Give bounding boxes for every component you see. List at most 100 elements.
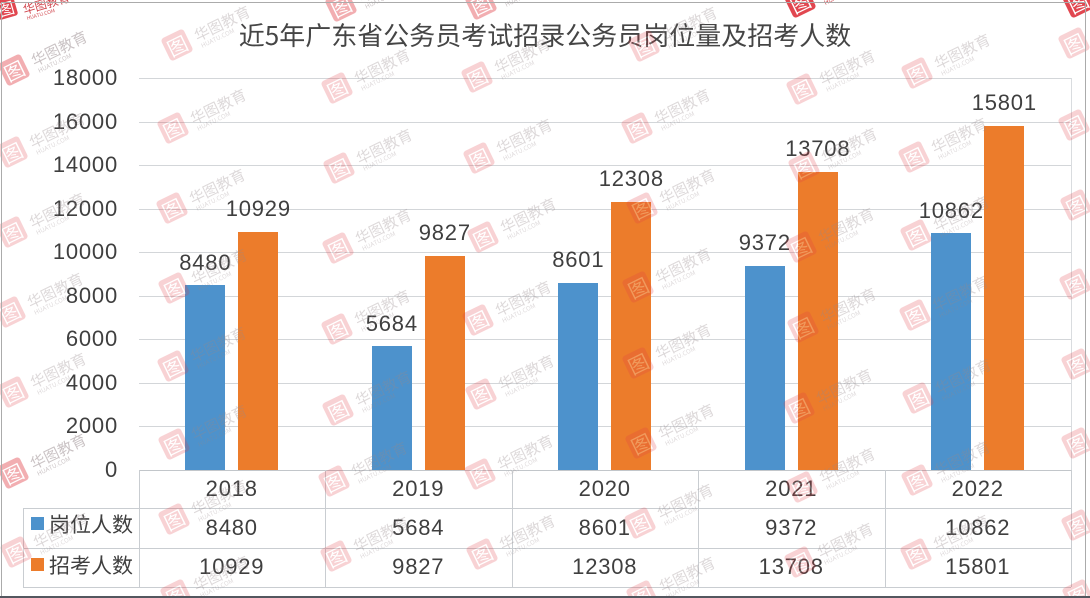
watermark-stamp [626, 167, 717, 224]
watermark-stamp [1061, 348, 1090, 380]
watermark-stamp [466, 513, 557, 570]
watermark-stamp [463, 117, 554, 174]
bar-value-label: 13708 [785, 135, 851, 161]
y-axis-tick-label: 6000 [65, 326, 118, 352]
bar-岗位人数-2019 [371, 346, 412, 470]
table-col-line [138, 470, 140, 587]
table-year-cell: 2019 [392, 475, 445, 501]
table-bottom-line [23, 586, 1071, 588]
plot-right-border [1071, 78, 1072, 470]
y-axis-tick-label: 2000 [65, 413, 118, 439]
bar-value-label: 10929 [225, 196, 291, 222]
y-axis-tick-label: 18000 [52, 65, 118, 90]
y-axis-tick-label: 14000 [52, 152, 118, 178]
watermark-stamp [1059, 268, 1090, 300]
watermark-stamp [464, 433, 555, 490]
bar-value-label: 9372 [738, 230, 791, 256]
watermark-stamp [325, 0, 385, 22]
watermark-stamp [462, 279, 553, 336]
bar-招考人数-2022 [984, 125, 1025, 470]
watermark-stamp [628, 5, 719, 62]
watermark-stamp [622, 322, 713, 379]
bar-招考人数-2020 [611, 202, 652, 470]
watermark-stamp [899, 274, 990, 331]
legend-swatch-recruits [31, 558, 44, 571]
watermark-stamp [1058, 22, 1090, 59]
table-value-cell: 13708 [698, 547, 885, 587]
table-row-line [23, 547, 1071, 549]
gridline [138, 208, 1071, 210]
table-col-line [698, 470, 699, 587]
table-col-line [884, 470, 886, 587]
table-col-line [325, 470, 326, 587]
gridline [138, 165, 1071, 167]
watermark-stamp [322, 207, 413, 264]
watermark-stamp [787, 286, 878, 343]
watermark-stamp [1061, 427, 1090, 459]
watermark-stamp [157, 87, 248, 144]
bar-招考人数-2019 [424, 256, 465, 470]
bar-岗位人数-2020 [558, 282, 599, 470]
gridline [138, 426, 1071, 428]
table-value-cell: 8480 [205, 514, 258, 540]
watermark-stamp [322, 369, 413, 426]
bar-value-label: 15801 [971, 90, 1037, 116]
watermark-stamp [156, 167, 247, 224]
watermark-stamp [158, 478, 249, 535]
watermark-stamp [621, 87, 712, 144]
watermark-stamp [785, 206, 876, 263]
bar-岗位人数-2018 [185, 285, 226, 470]
watermark-stamp [1061, 509, 1090, 541]
bar-岗位人数-2021 [744, 265, 785, 470]
watermark-stamp [158, 403, 249, 460]
gridline [138, 78, 1071, 79]
watermark-stamp [625, 402, 716, 459]
gridline [138, 252, 1071, 254]
watermark-stamp [321, 47, 412, 104]
watermark-stamp [786, 446, 877, 503]
bar-value-label: 5684 [365, 310, 418, 336]
watermark-stamp [158, 247, 249, 304]
x-axis-line [138, 470, 1071, 471]
bar-岗位人数-2022 [931, 233, 972, 470]
watermark-stamp [0, 29, 89, 86]
gridline [138, 295, 1071, 297]
watermark-stamp [0, 511, 91, 568]
watermark-stamp [0, 351, 88, 408]
watermark-stamp [1060, 189, 1090, 221]
watermark-stamp [465, 0, 521, 20]
table-left-line [23, 507, 24, 588]
watermark-stamp [160, 554, 251, 598]
watermark-stamp [461, 36, 552, 93]
watermark-stamp [901, 439, 992, 496]
watermark-stamp [786, 48, 877, 105]
watermark-stamp [784, 521, 875, 578]
watermark-stamp [900, 513, 991, 570]
table-right-line [1071, 470, 1072, 587]
watermark-stamp [321, 288, 412, 345]
y-axis-tick-label: 0 [104, 457, 118, 482]
watermark-stamp [157, 325, 248, 382]
watermark-stamp [0, 191, 87, 248]
bar-value-label: 8601 [552, 247, 605, 273]
watermark-stamp [900, 194, 991, 251]
table-value-cell: 9372 [765, 514, 818, 540]
legend-swatch-positions [31, 517, 44, 530]
table-year-cell: 2021 [698, 469, 885, 509]
table-col-line [511, 470, 513, 587]
bar-value-label: 9827 [418, 220, 471, 246]
bar-value-label: 12308 [598, 166, 664, 192]
watermark-stamp [465, 353, 556, 410]
watermark-stamp [898, 116, 989, 173]
y-axis-tick-label: 10000 [52, 239, 118, 265]
table-value-cell: 15801 [945, 554, 1011, 579]
gridline [138, 382, 1071, 384]
bottom-edge-bar [0, 596, 1090, 598]
gridline [138, 339, 1071, 341]
watermark-stamp [320, 515, 411, 572]
watermark-stamp [1058, 104, 1090, 141]
watermark-stamp [901, 32, 992, 89]
table-value-cell: 12308 [572, 554, 638, 579]
